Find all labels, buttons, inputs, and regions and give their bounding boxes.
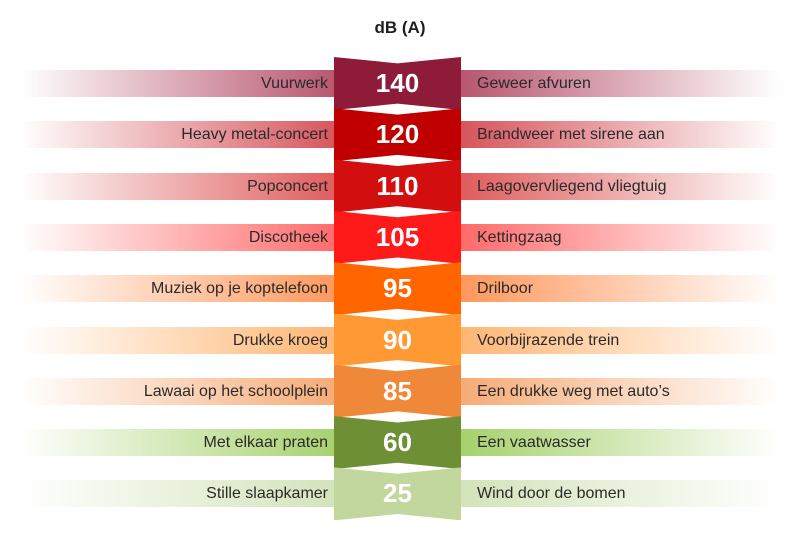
level-row: Popconcert 110 Laagovervliegend vliegtuig xyxy=(0,159,800,213)
level-row: Stille slaapkamer 25 Wind door de bomen xyxy=(0,467,800,521)
source-left-label: Vuurwerk xyxy=(261,75,328,92)
decibel-value: 110 xyxy=(376,170,419,201)
decibel-badge xyxy=(334,57,461,110)
source-left-label: Muziek op je koptelefoon xyxy=(151,280,328,298)
source-left-label: Heavy metal-concert xyxy=(181,126,328,144)
decibel-value: 25 xyxy=(383,478,412,509)
decibel-badge xyxy=(334,416,461,470)
level-row: Muziek op je koptelefoon 95 Drilboor xyxy=(0,262,800,316)
decibel-badge xyxy=(334,364,461,418)
level-row: Drukke kroeg 90 Voorbijrazende trein xyxy=(0,313,800,367)
source-right-label: Een vaatwasser xyxy=(477,434,591,452)
source-right-label: Laagovervliegend vliegtuig xyxy=(477,177,667,195)
level-row: Met elkaar praten 60 Een vaatwasser xyxy=(0,416,800,470)
source-left-label: Popconcert xyxy=(247,177,328,195)
decibel-badge xyxy=(334,313,461,367)
decibel-badge xyxy=(334,159,461,213)
decibel-value: 90 xyxy=(383,324,412,355)
decibel-badge xyxy=(334,108,461,162)
source-right-label: Wind door de bomen xyxy=(477,485,626,503)
level-row: Heavy metal-concert 120 Brandweer met sire… xyxy=(0,108,800,162)
source-right-label: Geweer afvuren xyxy=(477,75,591,92)
decibel-value: 105 xyxy=(375,221,420,252)
decibel-value: 95 xyxy=(383,273,412,304)
decibel-badge xyxy=(334,210,461,264)
source-right-label: Drilboor xyxy=(477,280,534,298)
decibel-value: 140 xyxy=(375,68,420,98)
source-left-label: Lawaai op het schoolplein xyxy=(143,382,328,400)
scale-title: dB (A) xyxy=(374,18,426,37)
level-row: Lawaai op het schoolplein 85 Een drukke we… xyxy=(0,364,800,418)
decibel-badge xyxy=(334,262,461,316)
decibel-value: 60 xyxy=(383,427,412,458)
source-left-label: Discotheek xyxy=(248,228,328,246)
decibel-value: 85 xyxy=(383,375,412,406)
source-right-label: Voorbijrazende trein xyxy=(477,331,620,349)
level-row: Discotheek 105 Kettingzaag xyxy=(0,210,800,264)
source-right-label: Kettingzaag xyxy=(477,228,562,246)
decibel-badge xyxy=(334,467,461,521)
source-right-label: Brandweer met sirene aan xyxy=(477,126,665,144)
source-left-label: Drukke kroeg xyxy=(232,331,328,349)
source-right-label: Een drukke weg met auto’s xyxy=(477,382,670,400)
source-left-label: Met elkaar praten xyxy=(203,434,328,452)
source-left-label: Stille slaapkamer xyxy=(206,485,328,503)
level-row: Vuurwerk 140 Geweer afvuren xyxy=(0,57,800,110)
decibel-value: 120 xyxy=(375,119,420,150)
